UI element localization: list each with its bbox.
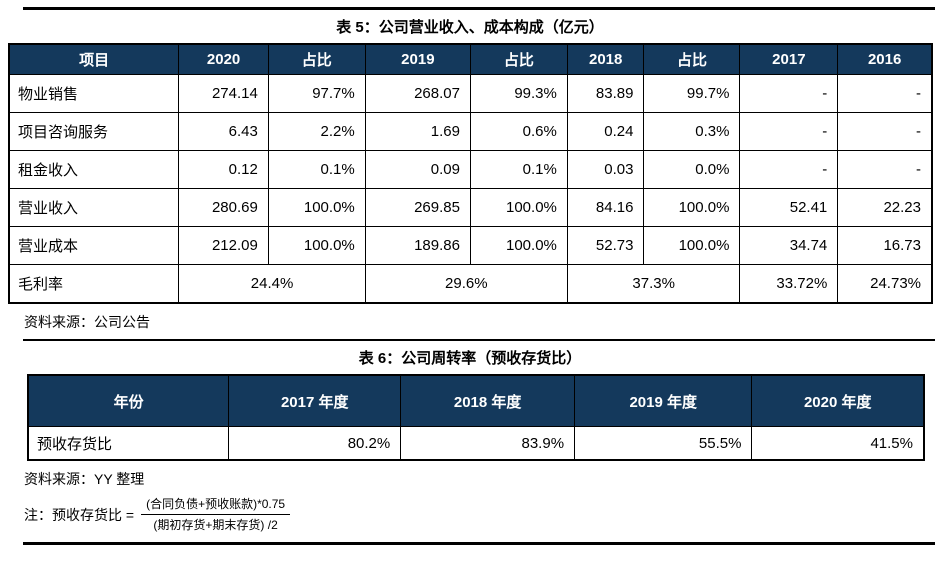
table5-source: 资料来源：公司公告 [24,314,150,330]
table5-column-header: 2016 [837,43,933,75]
table5-header: 项目 2020 占比 2019 占比 2018 占比 2017 2016 [8,43,933,75]
cell-value: - [837,150,933,189]
cell-value: 0.0% [643,150,741,189]
row-label: 营业收入 [8,188,180,227]
table5-row: 营业成本 212.09 100.0% 189.86 100.0% 52.73 100.0% 3… [8,226,933,265]
cell-value: - [739,150,839,189]
cell-value: 83.9% [400,426,576,461]
table6-row: 预收存货比 80.2% 83.9% 55.5% 41.5% [27,426,925,461]
gross-margin-2019: 29.6% [364,264,568,304]
cell-value: 0.09 [364,150,471,189]
cell-value: 55.5% [574,426,753,461]
table5-row: 项目咨询服务 6.43 2.2% 1.69 0.6% 0.24 0.3% - - [8,112,933,151]
cell-value: 100.0% [643,226,741,265]
cell-value: 0.3% [643,112,741,151]
cell-value: 100.0% [267,188,366,227]
table5-row: 营业收入 280.69 100.0% 269.85 100.0% 84.16 100.0% 5… [8,188,933,227]
table5-body: 物业销售 274.14 97.7% 268.07 99.3% 83.89 99.7% - - 项目… [8,74,933,304]
cell-value: - [837,74,933,113]
row-label: 预收存货比 [27,426,230,461]
cell-value: 0.1% [469,150,568,189]
cell-value: 280.69 [178,188,269,227]
table5-row: 物业销售 274.14 97.7% 268.07 99.3% 83.89 99.7% - - [8,74,933,113]
table5-column-header: 2019 [364,43,471,75]
table6-column-header: 2020 年度 [751,374,925,427]
row-label: 租金收入 [8,150,180,189]
table5-title: 表 5：公司营业收入、成本构成（亿元） [336,19,604,36]
cell-value: 189.86 [364,226,471,265]
cell-value: - [739,112,839,151]
cell-value: 6.43 [178,112,269,151]
table6-title: 表 6：公司周转率（预收存货比） [358,350,582,367]
cell-value: 212.09 [178,226,269,265]
cell-value: 80.2% [228,426,402,461]
table6-column-header: 2017 年度 [228,374,402,427]
table5-column-header: 2017 [739,43,839,75]
cell-value: 34.74 [739,226,839,265]
cell-value: 1.69 [364,112,471,151]
cell-value: 268.07 [364,74,471,113]
table5-column-header: 项目 [8,43,180,75]
table6-header-row: 年份 2017 年度 2018 年度 2019 年度 2020 年度 [27,374,925,427]
table5-header-row: 项目 2020 占比 2019 占比 2018 占比 2017 2016 [8,43,933,75]
cell-value: 0.6% [469,112,568,151]
cell-value: 100.0% [267,226,366,265]
cell-value: 0.1% [267,150,366,189]
cell-value: - [739,74,839,113]
gross-margin-2020: 24.4% [178,264,366,304]
row-label: 项目咨询服务 [8,112,180,151]
row-label: 物业销售 [8,74,180,113]
table6-column-header: 2018 年度 [400,374,576,427]
row-label: 毛利率 [8,264,180,304]
cell-value: 2.2% [267,112,366,151]
cell-value: 16.73 [837,226,933,265]
cell-value: 0.12 [178,150,269,189]
table6-body: 预收存货比 80.2% 83.9% 55.5% 41.5% [27,426,925,461]
table5-column-header: 2020 [178,43,269,75]
table6-grid: 年份 2017 年度 2018 年度 2019 年度 2020 年度 预收存货比 80.2… [27,374,925,461]
gross-margin-row: 毛利率 24.4% 29.6% 37.3% 33.72% 24.73% [8,264,933,304]
cell-value: 52.73 [566,226,645,265]
cell-value: 100.0% [469,226,568,265]
table5-column-header: 占比 [267,43,366,75]
cell-value: 83.89 [566,74,645,113]
formula-fraction: (合同负债+预收账款)*0.75 (期初存货+期末存货) /2 [141,496,291,533]
cell-value: 0.03 [566,150,645,189]
cell-value: 97.7% [267,74,366,113]
table5-column-header: 占比 [469,43,568,75]
table6-source: 资料来源：YY 整理 [24,471,145,487]
cell-value: 22.23 [837,188,933,227]
cell-value: - [837,112,933,151]
footnote-prefix: 注：预收存货比 = [24,506,135,523]
cell-value: 100.0% [643,188,741,227]
bottom-divider [23,542,935,545]
table5-row: 租金收入 0.12 0.1% 0.09 0.1% 0.03 0.0% - - [8,150,933,189]
row-label: 营业成本 [8,226,180,265]
formula-numerator: (合同负债+预收账款)*0.75 [141,496,291,515]
cell-value: 41.5% [751,426,925,461]
table6-column-header: 年份 [27,374,230,427]
cell-value: 99.7% [643,74,741,113]
table5-column-header: 2018 [566,43,645,75]
gross-margin-2017: 33.72% [739,264,839,304]
gross-margin-2018: 37.3% [566,264,741,304]
cell-value: 0.24 [566,112,645,151]
top-divider [23,7,935,10]
table5-grid: 项目 2020 占比 2019 占比 2018 占比 2017 2016 物业销售 274.14 9… [8,43,933,304]
gross-margin-2016: 24.73% [837,264,933,304]
cell-value: 99.3% [469,74,568,113]
table6-header: 年份 2017 年度 2018 年度 2019 年度 2020 年度 [27,374,925,427]
cell-value: 84.16 [566,188,645,227]
cell-value: 269.85 [364,188,471,227]
table6-column-header: 2019 年度 [574,374,753,427]
mid-divider [23,339,935,341]
table5-column-header: 占比 [643,43,741,75]
footnote: 注：预收存货比 = (合同负债+预收账款)*0.75 (期初存货+期末存货) /… [24,496,940,533]
cell-value: 52.41 [739,188,839,227]
cell-value: 100.0% [469,188,568,227]
formula-denominator: (期初存货+期末存货) /2 [153,518,278,532]
cell-value: 274.14 [178,74,269,113]
